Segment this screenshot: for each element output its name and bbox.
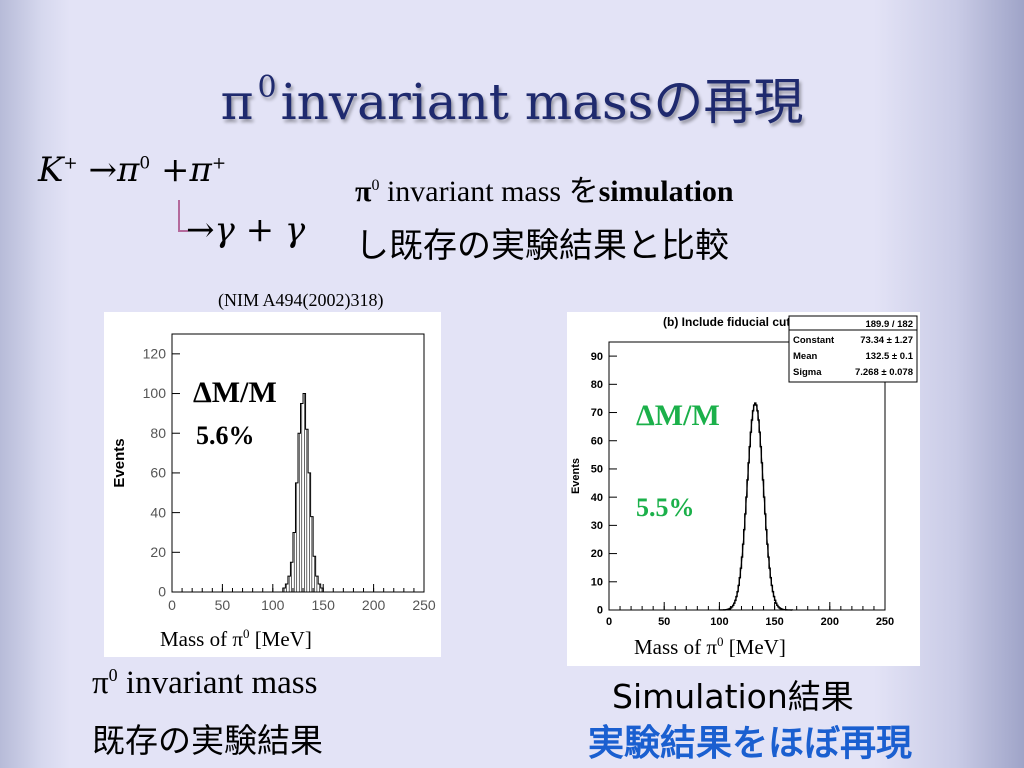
stats-value: 132.5 ± 0.1 (866, 351, 914, 362)
formula-k-sup: + (63, 153, 78, 174)
description-line2: し既存の実験結果と比較 (355, 226, 729, 266)
histogram-simulation: 0 50 100 150 200 250 0 10 20 30 40 50 60 70 80 90 Events… (567, 312, 920, 666)
x-tick-label: 50 (658, 616, 670, 628)
decay-formula-gamma: →γ + γ (186, 210, 306, 250)
fit-curve (719, 402, 792, 611)
y-tick-label: 70 (591, 407, 603, 419)
y-axis-label: Events (570, 458, 582, 494)
caption-left-line2: 既存の実験結果 (92, 721, 323, 760)
stats-name: Mean (793, 351, 817, 362)
histogram-experimental: 0 50 100 150 200 250 0 20 40 60 80 100 120 Events (104, 312, 441, 657)
y-tick-label: 50 (591, 464, 603, 476)
histogram-simulation-svg: 0 50 100 150 200 250 0 10 20 30 40 50 60 70 80 90 Events… (570, 315, 918, 628)
decay-formula: K+ →π0 +π+ (38, 150, 226, 190)
caption-left-line1: π0 invariant mass (92, 665, 317, 702)
y-tick-label: 80 (591, 379, 603, 391)
y-tick-label: 30 (591, 520, 603, 532)
formula-pi0: π (116, 150, 140, 190)
formula-piplus-sup: + (211, 153, 227, 174)
x-tick-label: 150 (765, 616, 783, 628)
y-tick-label: 40 (591, 492, 603, 504)
y-tick-label: 90 (591, 351, 603, 363)
chart-title: (b) Include fiducial cut (663, 315, 790, 329)
xlabel-right: Mass of π0 [MeV] (634, 634, 786, 660)
y-tick-label: 0 (597, 605, 603, 617)
caption-right-line2: 実験結果をほぼ再現 (588, 723, 913, 764)
y-tick-label: 10 (591, 576, 603, 588)
xlabel-right-sup: 0 (716, 634, 724, 649)
stats-value: 189.9 / 182 (865, 319, 913, 330)
formula-k: K (38, 150, 64, 190)
description-sup: 0 (371, 177, 380, 194)
description-bold: simulation (598, 175, 734, 208)
reference-citation: (NIM A494(2002)318) (218, 290, 384, 310)
xlabel-left-prefix: Mass of π (160, 627, 243, 651)
x-tick-label: 150 (312, 597, 336, 613)
stats-box (788, 315, 918, 383)
stats-value: 7.268 ± 0.078 (855, 367, 913, 378)
y-tick-label: 20 (150, 544, 166, 560)
description-middle: invariant mass を (379, 175, 599, 208)
x-tick-label: 0 (606, 616, 612, 628)
y-tick-label: 60 (150, 465, 166, 481)
delta-m-label-left: ΔM/M (193, 376, 277, 409)
stats-name: Sigma (793, 367, 822, 378)
x-tick-label: 100 (710, 616, 728, 628)
caption-left-text: invariant mass (117, 665, 318, 701)
caption-left-pi: π (92, 665, 109, 701)
resolution-right: 5.5% (636, 493, 695, 522)
description-line1: π0 invariant mass をsimulation (355, 166, 734, 210)
y-tick-label: 120 (143, 346, 167, 362)
caption-left-sup: 0 (108, 665, 118, 685)
y-tick-label: 40 (150, 504, 166, 520)
title-pi: π (220, 73, 254, 131)
resolution-left: 5.6% (196, 421, 255, 450)
xlabel-left-sup: 0 (242, 626, 250, 641)
y-tick-label: 20 (591, 548, 603, 560)
x-tick-label: 200 (362, 597, 386, 613)
stats-name: Constant (793, 335, 835, 346)
caption-right-line1: Simulation結果 (612, 677, 854, 716)
xlabel-right-prefix: Mass of π (634, 635, 717, 659)
x-tick-label: 50 (215, 597, 231, 613)
x-tick-label: 100 (261, 597, 285, 613)
y-axis-label: Events (111, 438, 128, 487)
decay-bracket (178, 200, 188, 232)
description-pi: π (355, 175, 372, 208)
y-tick-label: 100 (143, 385, 167, 401)
title-text: invariant massの再現 (280, 73, 804, 131)
y-tick-label: 0 (158, 584, 166, 600)
delta-m-label-right: ΔM/M (636, 399, 720, 432)
x-tick-label: 250 (876, 616, 894, 628)
formula-piplus: π (189, 150, 212, 190)
xlabel-left-suffix: [MeV] (249, 627, 312, 651)
formula-arrow: → (88, 150, 117, 190)
stats-value: 73.34 ± 1.27 (860, 335, 913, 346)
slide-title: π 0invariant massの再現 (0, 62, 1024, 134)
formula-plus: + (160, 150, 190, 190)
title-sup: 0 (257, 70, 277, 105)
x-tick-label: 250 (412, 597, 436, 613)
formula-pi0-sup: 0 (139, 153, 151, 174)
xlabel-left: Mass of π0 [MeV] (160, 626, 312, 652)
xlabel-right-suffix: [MeV] (723, 635, 786, 659)
histogram-experimental-svg: 0 50 100 150 200 250 0 20 40 60 80 100 120 Events (111, 333, 436, 613)
y-tick-label: 80 (150, 425, 166, 441)
background-left-decoration (0, 0, 70, 768)
x-tick-label: 0 (168, 597, 176, 613)
plot-frame (608, 341, 886, 611)
y-tick-label: 60 (591, 435, 603, 447)
histogram-line (282, 393, 324, 592)
x-tick-label: 200 (821, 616, 839, 628)
